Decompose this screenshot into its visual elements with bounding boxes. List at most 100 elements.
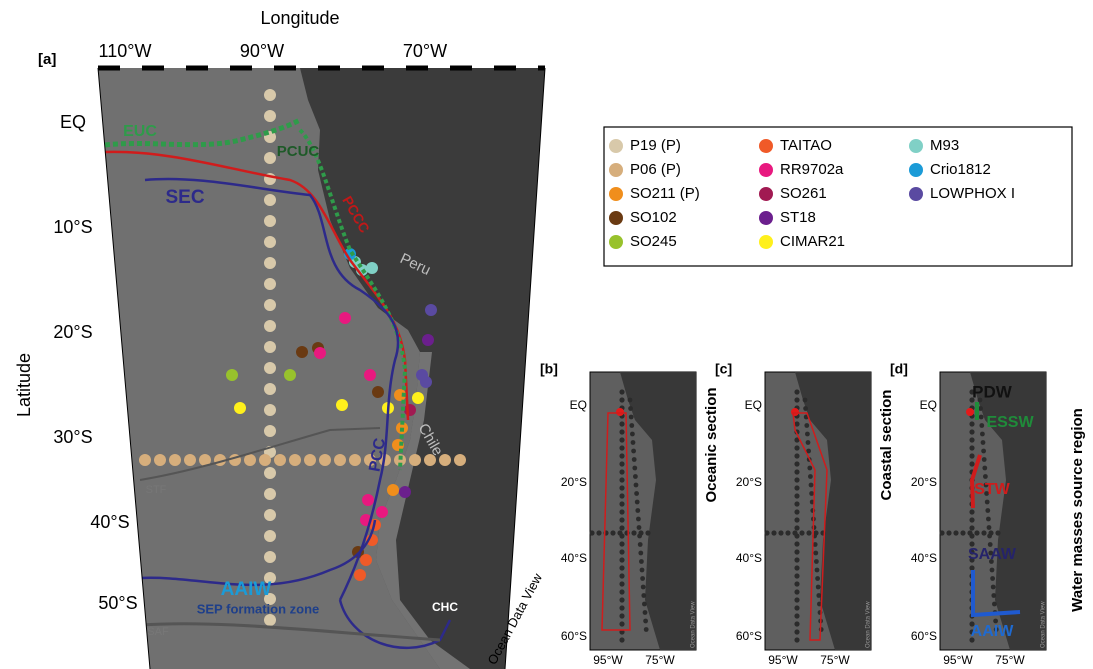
lat-label: EQ [60, 112, 86, 132]
panel-station [807, 465, 813, 471]
panel-station [610, 530, 616, 536]
station [399, 486, 411, 498]
panel-station [969, 461, 975, 467]
panel [764, 371, 872, 651]
panel-station [794, 573, 800, 579]
station [264, 320, 276, 332]
panel-station [619, 501, 625, 507]
station [264, 530, 276, 542]
shelf [376, 352, 470, 669]
panel-station [619, 565, 625, 571]
map-annotation: SAF [147, 626, 169, 638]
panel-label: [b] [540, 361, 558, 377]
lat-label: 40°S [911, 551, 937, 565]
y-axis-title: Latitude [14, 353, 34, 417]
panel-station [619, 549, 625, 555]
panel-station [619, 421, 625, 427]
panel-station [969, 637, 975, 643]
water-mass-label: AAIW [971, 623, 1015, 640]
panel-station [983, 474, 988, 479]
panel-station [989, 567, 995, 573]
panel-station [764, 530, 770, 536]
panel-station [778, 530, 784, 536]
station [362, 494, 374, 506]
panel-station [960, 530, 966, 536]
saf-front [139, 622, 441, 642]
panel-station [969, 621, 975, 627]
panel-station [619, 517, 625, 523]
station [416, 369, 428, 381]
panel-station [785, 530, 791, 536]
water-mass-label: SAAW [968, 546, 1017, 563]
station [264, 593, 276, 605]
panel [939, 371, 1047, 651]
panel-station [619, 437, 625, 443]
panel-station [632, 465, 638, 471]
panel-label: [a] [38, 51, 56, 68]
legend-swatch [909, 187, 923, 201]
panel-station [794, 557, 800, 563]
panel-station [631, 530, 637, 536]
legend-swatch [609, 187, 623, 201]
panel-station [804, 423, 810, 428]
panel-station [993, 618, 998, 624]
legend-label: M93 [930, 137, 959, 154]
panel-station [596, 530, 602, 536]
panel-station [640, 584, 646, 590]
legend-label: SO211 (P) [630, 185, 700, 202]
panel-station [978, 406, 983, 411]
station [349, 454, 361, 466]
watermark: Ocean Data View [691, 601, 697, 648]
lat-label: 40°S [561, 551, 587, 565]
panel-station [799, 530, 805, 536]
station [264, 257, 276, 269]
panel-origin [966, 408, 974, 416]
section-outline [601, 412, 631, 631]
lat-label: 60°S [561, 629, 587, 643]
panel-station [977, 397, 983, 403]
panel-station [990, 584, 996, 590]
panel-label: [d] [890, 361, 908, 377]
lat-label: EQ [745, 398, 762, 412]
panel-station [794, 397, 800, 403]
panel-station [989, 559, 994, 564]
panel-station [629, 423, 635, 428]
legend-label: CIMAR21 [780, 233, 845, 250]
panel-station [794, 581, 800, 587]
panel [589, 371, 697, 651]
station [424, 454, 436, 466]
panel-station [794, 565, 800, 571]
station [289, 454, 301, 466]
lon-label: 75°W [820, 653, 850, 667]
panel-station [642, 601, 647, 607]
station [409, 454, 421, 466]
panel-station [969, 453, 975, 459]
panel-station [792, 530, 798, 536]
station [319, 454, 331, 466]
panel-station [812, 542, 818, 547]
station [394, 389, 406, 401]
map-annotation: PCC [366, 436, 389, 473]
panel-station [816, 593, 822, 598]
panel-station [802, 397, 808, 403]
lat-label: 50°S [98, 593, 137, 613]
legend-swatch [909, 163, 923, 177]
lon-label: 75°W [645, 653, 675, 667]
station [364, 454, 376, 466]
panel-station [794, 461, 800, 467]
station [404, 404, 416, 416]
panel-station [939, 530, 945, 536]
chc-current [338, 599, 452, 650]
panel-station [794, 445, 800, 451]
panel-station [978, 414, 984, 420]
station [154, 454, 166, 466]
panel-station [986, 525, 992, 530]
map-annotation: SEP formation zone [197, 601, 320, 616]
station [372, 386, 384, 398]
panel-station [979, 423, 985, 428]
panel-station [814, 559, 819, 564]
station [264, 278, 276, 290]
panel-station [969, 541, 975, 547]
lat-label: 40°S [90, 512, 129, 532]
